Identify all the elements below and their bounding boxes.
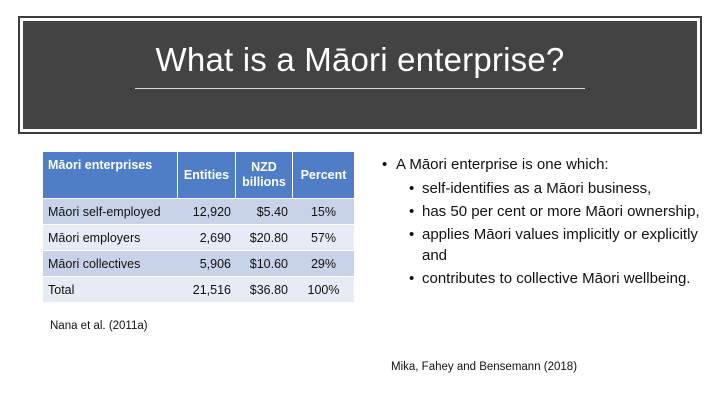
slide-title: What is a Māori enterprise? <box>155 41 565 78</box>
table-row: Māori employers 2,690 $20.80 57% <box>43 224 354 250</box>
bullet-dot-icon: • <box>409 226 415 243</box>
table-row: Māori collectives 5,906 $10.60 29% <box>43 250 354 276</box>
table-row-total: Total 21,516 $36.80 100% <box>43 276 354 302</box>
sub-bullet-text: self-identifies as a Māori business, <box>422 180 652 197</box>
header-nzd-billions: NZD billions <box>242 160 286 189</box>
table-header-cell: Māori enterprises <box>43 152 178 198</box>
table-cell-percent: 100% <box>293 276 354 302</box>
sub-bullet-text: has 50 per cent or more Māori ownership, <box>422 203 700 220</box>
title-underline <box>135 88 585 89</box>
table-cell-name: Māori employers <box>43 224 178 250</box>
table-cell-nzd: $5.40 <box>236 198 293 224</box>
bullet-dot-icon: • <box>409 203 415 220</box>
sub-bullet: • contributes to collective Māori wellbe… <box>382 268 702 289</box>
bullet-dot-icon: • <box>409 270 415 287</box>
bullet-dot-icon: • <box>382 156 388 173</box>
table-cell-nzd: $20.80 <box>236 224 293 250</box>
bullet-main-text: A Māori enterprise is one which: <box>396 156 609 173</box>
table-cell-name: Total <box>43 276 178 302</box>
table-cell-percent: 29% <box>293 250 354 276</box>
table-cell-entities: 5,906 <box>178 250 236 276</box>
table-header-cell: Percent <box>293 152 354 198</box>
table-cell-name: Māori collectives <box>43 250 178 276</box>
definition-list: • A Māori enterprise is one which: • sel… <box>382 154 702 291</box>
sub-bullet: • has 50 per cent or more Māori ownershi… <box>382 201 702 222</box>
table-cell-entities: 2,690 <box>178 224 236 250</box>
table-cell-nzd: $10.60 <box>236 250 293 276</box>
sub-bullet: • applies Māori values implicitly or exp… <box>382 224 702 266</box>
table-citation: Nana et al. (2011a) <box>50 320 148 332</box>
enterprise-table: Māori enterprises Entities NZD billions … <box>43 152 354 302</box>
table-header-cell: Entities <box>178 152 236 198</box>
table-cell-entities: 12,920 <box>178 198 236 224</box>
bullet-main: • A Māori enterprise is one which: <box>382 154 702 175</box>
title-frame: What is a Māori enterprise? <box>18 16 702 134</box>
table-cell-entities: 21,516 <box>178 276 236 302</box>
definition-citation: Mika, Fahey and Bensemann (2018) <box>391 361 578 373</box>
table-row: Māori self-employed 12,920 $5.40 15% <box>43 198 354 224</box>
sub-bullet-text: applies Māori values implicitly or expli… <box>422 226 698 264</box>
table-cell-nzd: $36.80 <box>236 276 293 302</box>
table-cell-percent: 15% <box>293 198 354 224</box>
bullet-dot-icon: • <box>409 180 415 197</box>
table-cell-percent: 57% <box>293 224 354 250</box>
sub-bullet: • self-identifies as a Māori business, <box>382 178 702 199</box>
sub-bullet-text: contributes to collective Māori wellbein… <box>422 270 691 287</box>
table-header-row: Māori enterprises Entities NZD billions … <box>43 152 354 198</box>
table-cell-name: Māori self-employed <box>43 198 178 224</box>
title-band: What is a Māori enterprise? <box>23 21 697 129</box>
table-header-cell: NZD billions <box>236 152 293 198</box>
